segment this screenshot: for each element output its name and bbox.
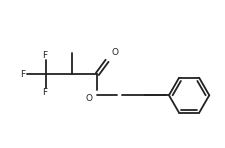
Text: F: F: [42, 88, 47, 97]
Text: O: O: [111, 48, 118, 57]
Text: F: F: [20, 70, 25, 78]
Text: F: F: [42, 51, 47, 60]
Text: O: O: [85, 94, 92, 103]
